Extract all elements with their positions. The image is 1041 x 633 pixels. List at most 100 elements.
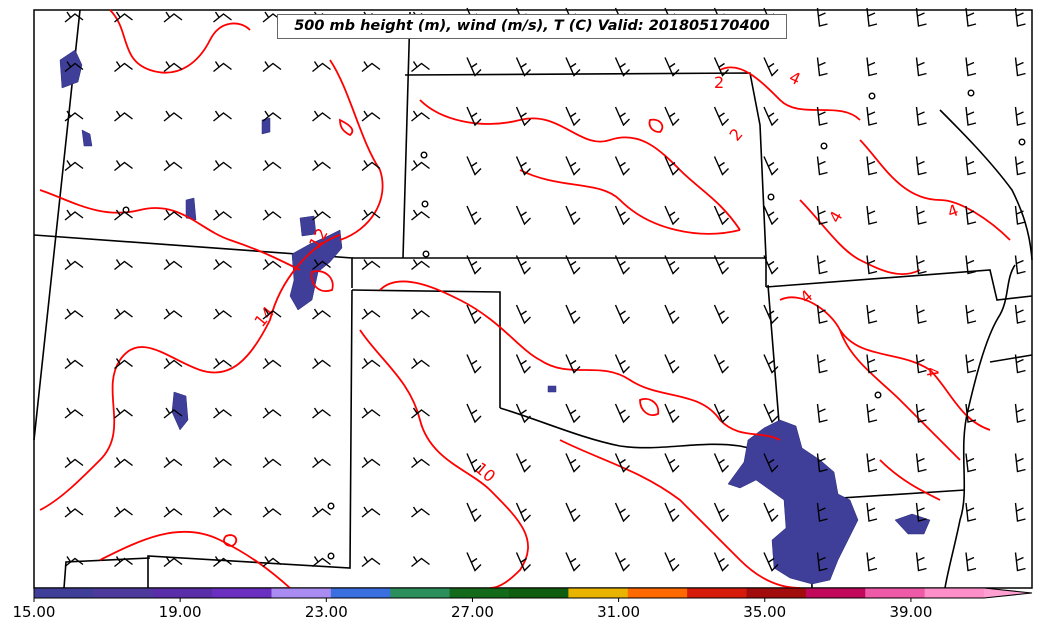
wind-barb <box>411 110 430 122</box>
wind-barb <box>515 502 531 523</box>
wind-barb <box>713 205 729 226</box>
wind-barb <box>213 358 232 370</box>
wind-barb <box>713 552 729 572</box>
wind-barb <box>816 502 828 522</box>
colorbar-segment <box>746 588 807 598</box>
colorbar-extend-arrow <box>984 588 1032 598</box>
wind-barb <box>163 506 183 518</box>
wind-barb <box>664 57 680 77</box>
wind-barb <box>312 259 331 271</box>
wind-barb <box>515 106 531 127</box>
wind-barb <box>965 57 977 77</box>
wind-barb <box>816 403 828 423</box>
wind-barb <box>262 61 282 73</box>
wind-barb <box>664 403 680 424</box>
wind-barb <box>614 304 630 325</box>
wind-barb <box>614 354 630 374</box>
wind-barb <box>466 552 482 572</box>
wind-barb <box>262 110 282 122</box>
wind-barb <box>361 160 381 172</box>
wind-barb <box>713 453 729 473</box>
wind-barb <box>866 453 878 473</box>
wind-barb <box>565 502 581 523</box>
wind-barb <box>915 7 927 27</box>
wind-barb <box>213 61 232 73</box>
wind-barb <box>114 457 133 469</box>
wind-barb <box>915 205 927 225</box>
wind-barb <box>312 61 331 73</box>
wind-barb <box>565 255 581 275</box>
wind-barb <box>816 354 828 374</box>
wind-barb <box>64 110 84 122</box>
wind-barb <box>361 308 381 320</box>
wind-barb <box>361 61 381 73</box>
wind-barb <box>713 106 729 127</box>
wind-barb <box>213 308 232 320</box>
contour-label: 2 <box>714 73 724 92</box>
wind-barb <box>614 106 630 127</box>
wind-barb <box>1014 502 1026 522</box>
colorbar-segment <box>330 588 391 598</box>
wind-barb <box>816 255 828 275</box>
wind-barb <box>64 358 84 370</box>
colorbar-tick-label: 19.00 <box>158 603 202 621</box>
wind-barb <box>312 209 331 221</box>
wind-barb <box>565 552 581 572</box>
wind-barb <box>515 205 531 226</box>
wind-barb <box>163 308 183 320</box>
wind-barb <box>915 304 927 324</box>
wind-barb <box>312 358 331 370</box>
wind-barb <box>64 61 84 73</box>
wind-barb <box>213 209 232 221</box>
wind-barb <box>114 259 133 271</box>
wind-barb <box>361 407 381 419</box>
contour-label: 4 <box>922 365 942 378</box>
wind-barbs <box>64 7 1026 572</box>
wind-barb <box>763 502 779 523</box>
wind-barb <box>866 7 878 27</box>
wind-barb <box>64 11 84 23</box>
wind-barb <box>64 457 84 469</box>
wind-barb <box>64 259 84 271</box>
wind-barb <box>866 106 878 126</box>
wind-barb <box>1014 552 1026 572</box>
wind-barb <box>816 156 828 176</box>
colorbar-segment <box>687 588 747 598</box>
wind-barb <box>163 11 183 23</box>
wind-barb <box>515 552 531 572</box>
wind-barb <box>614 57 630 77</box>
wind-barb <box>262 556 282 568</box>
wind-barb <box>262 457 282 469</box>
wind-barb <box>361 110 381 122</box>
wind-barb <box>565 57 581 77</box>
wind-barb <box>361 209 381 221</box>
wind-barb <box>411 457 430 469</box>
wind-barb <box>614 205 630 226</box>
colorbar <box>33 587 1033 599</box>
wind-barb <box>565 453 581 473</box>
wind-barb <box>1014 156 1026 176</box>
wind-barb <box>466 57 482 77</box>
wind-barb <box>312 160 331 172</box>
wind-barb <box>114 407 133 419</box>
wind-barb <box>64 308 84 320</box>
colorbar-ticks <box>33 598 912 602</box>
map-frame <box>33 9 1033 589</box>
wind-barb <box>915 552 927 572</box>
colorbar-segment <box>924 588 985 598</box>
wind-barb <box>965 354 977 374</box>
wind-barb <box>816 7 828 27</box>
wind-barb <box>361 358 381 370</box>
wind-barb <box>866 205 878 225</box>
wind-barb <box>213 407 232 419</box>
wind-barb <box>816 304 828 324</box>
colorbar-segment <box>568 588 629 598</box>
wind-barb <box>1014 7 1026 27</box>
wind-barb <box>411 556 430 568</box>
wind-barb <box>466 354 482 374</box>
wind-barb <box>466 502 482 523</box>
colorbar-tick-label: 27.00 <box>450 603 494 621</box>
wind-barb <box>1014 403 1026 423</box>
wind-barb <box>64 506 84 518</box>
